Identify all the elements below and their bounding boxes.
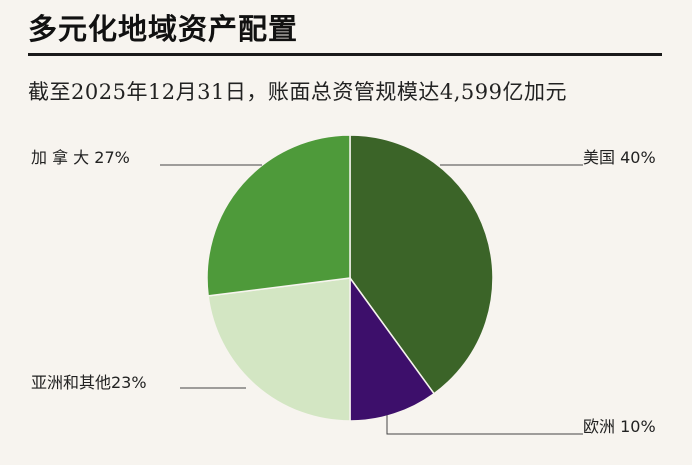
pie-slice-2 xyxy=(207,277,351,422)
pie-slice-3 xyxy=(206,134,351,297)
slice-labels: 美国 40% 欧洲 10% 亚洲和其他23% 加 拿 大 27% xyxy=(31,148,656,436)
page-subtitle: 截至2025年12月31日，账面总资管规模达4,599亿加元 xyxy=(28,80,568,104)
pie-slices xyxy=(206,134,494,422)
slice-label-3: 加 拿 大 27% xyxy=(31,148,130,167)
pie-slice-1 xyxy=(349,275,436,422)
slice-label-0: 美国 40% xyxy=(583,148,656,167)
slice-label-2: 亚洲和其他23% xyxy=(31,373,147,392)
leader-line-1 xyxy=(386,415,583,435)
slice-label-1: 欧洲 10% xyxy=(583,417,656,436)
leader-lines xyxy=(160,164,583,435)
title-rule xyxy=(28,53,662,56)
page-title: 多元化地域资产配置 xyxy=(28,12,299,46)
pie-slice-0 xyxy=(349,134,494,395)
